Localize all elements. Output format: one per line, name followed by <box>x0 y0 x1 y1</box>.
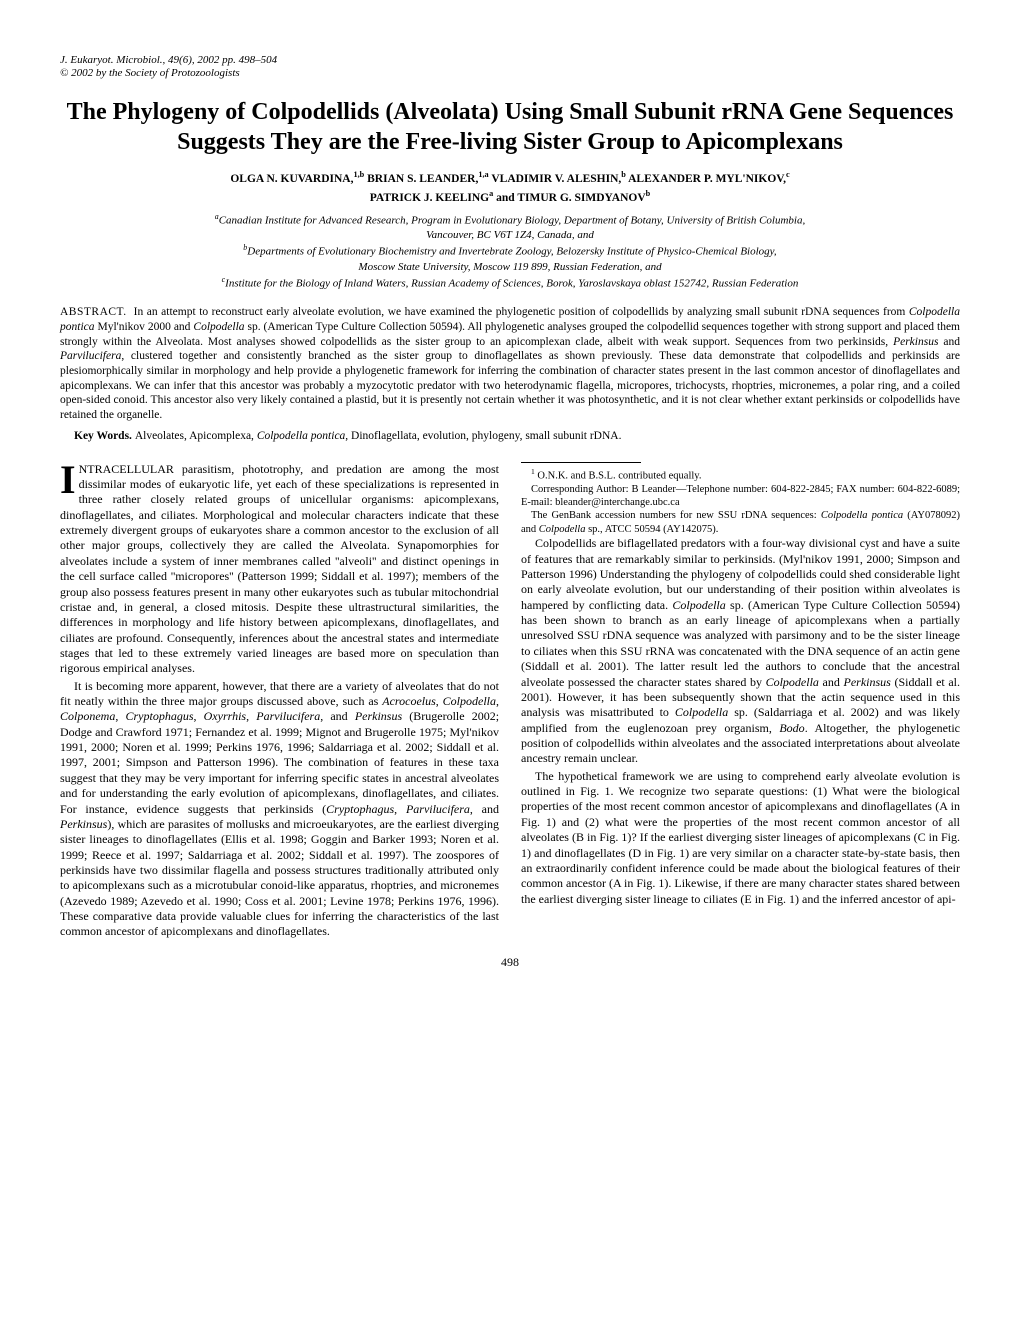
body-p1: INTRACELLULAR parasitism, phototrophy, a… <box>60 462 499 677</box>
body-columns: INTRACELLULAR parasitism, phototrophy, a… <box>60 462 960 940</box>
affiliations: aCanadian Institute for Advanced Researc… <box>60 212 960 291</box>
body-p2: It is becoming more apparent, however, t… <box>60 679 499 940</box>
authors: OLGA N. KUVARDINA,1,b BRIAN S. LEANDER,1… <box>60 169 960 206</box>
journal-line-1: J. Eukaryot. Microbiol., 49(6), 2002 pp.… <box>60 54 960 67</box>
footnote-2: Corresponding Author: B Leander—Telephon… <box>521 483 960 510</box>
keywords: Key Words. Alveolates, Apicomplexa, Colp… <box>60 429 960 444</box>
body-p3: Colpodellids are biflagellated predators… <box>521 536 960 766</box>
dropcap: I <box>60 462 79 496</box>
keywords-label: Key Words. <box>74 430 132 442</box>
journal-header: J. Eukaryot. Microbiol., 49(6), 2002 pp.… <box>60 54 960 79</box>
footnote-1: 1 O.N.K. and B.S.L. contributed equally. <box>521 467 960 483</box>
paper-title: The Phylogeny of Colpodellids (Alveolata… <box>60 97 960 157</box>
body-p4: The hypothetical framework we are using … <box>521 769 960 907</box>
keywords-text: Alveolates, Apicomplexa, Colpodella pont… <box>135 430 622 442</box>
page-number: 498 <box>60 956 960 970</box>
journal-line-2: © 2002 by the Society of Protozoologists <box>60 67 960 80</box>
body-p1-text: NTRACELLULAR parasitism, phototrophy, an… <box>60 462 499 676</box>
abstract-text: In an attempt to reconstruct early alveo… <box>60 306 960 421</box>
abstract-label: ABSTRACT. <box>60 306 127 318</box>
abstract: ABSTRACT. In an attempt to reconstruct e… <box>60 305 960 423</box>
footnote-rule <box>521 462 641 463</box>
footnote-3: The GenBank accession numbers for new SS… <box>521 509 960 536</box>
